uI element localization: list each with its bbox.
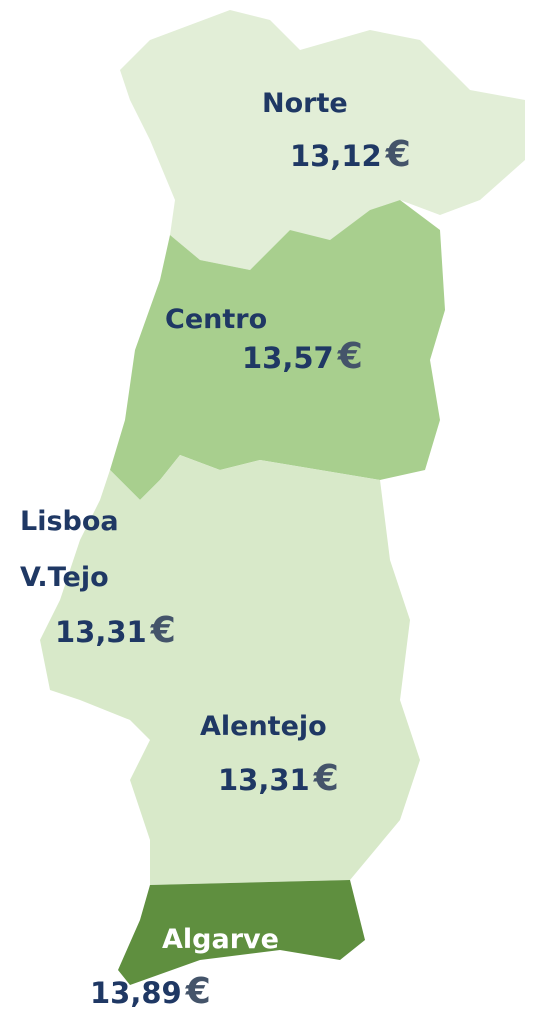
region-value-text: 13,89 € [90,971,211,1012]
region-name: Centro [165,304,267,335]
region-value: 13,31 [55,615,147,649]
region-algarve [118,880,365,985]
region-centro [110,200,445,500]
region-value: 13,12 [290,139,382,173]
region-lisboa-alentejo [40,455,420,885]
region-value-text: 13,31 € [55,610,176,651]
region-name: V.Tejo [20,562,109,593]
region-value-text: 13,31 € [218,758,339,799]
region-norte [120,10,525,270]
region-value: 13,89 [90,976,182,1010]
currency-symbol: € [385,134,411,175]
region-name: Lisboa [20,506,119,537]
region-value: 13,31 [218,763,310,797]
currency-symbol: € [185,971,211,1012]
currency-symbol: € [337,336,363,377]
region-name: Norte [262,88,348,119]
currency-symbol: € [313,758,339,799]
region-value-text: 13,12 € [290,134,411,175]
region-name: Algarve [162,924,279,955]
region-value-text: 13,57 € [242,336,363,377]
region-value: 13,57 [242,341,334,375]
currency-symbol: € [150,610,176,651]
region-name: Alentejo [200,711,327,742]
